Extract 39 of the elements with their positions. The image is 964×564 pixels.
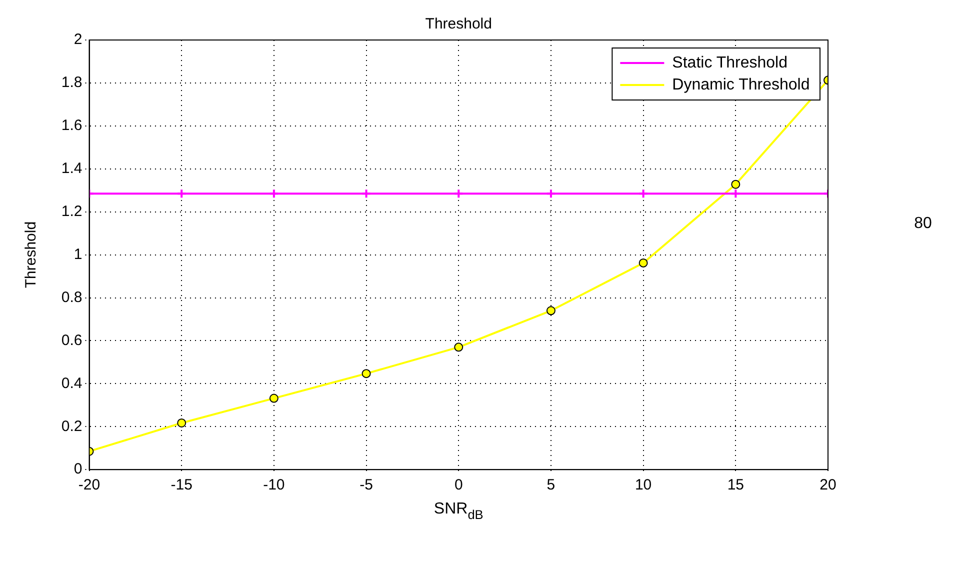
point [546,306,556,316]
y-tick-label: 2 [74,31,82,48]
y-tick-label: 0.8 [61,288,82,306]
point [177,418,186,428]
point [638,188,648,199]
chart-title: Threshold [425,16,492,33]
text: 80 [914,215,932,232]
point [546,188,556,199]
x-tick-label: -15 [170,476,192,494]
y-tick-label: 1 [74,246,82,263]
x-tick-label: 10 [634,476,652,494]
x-tick-label: 5 [546,476,556,494]
point [176,188,187,199]
y-tick-label: 0.2 [61,418,82,435]
legend-label: Static Threshold [672,54,788,72]
x-tick-label: -10 [263,476,285,494]
point [454,342,464,352]
point [269,394,278,403]
x-tick-label: 0 [454,476,463,494]
y-tick-label: 1.6 [61,117,82,134]
point [730,188,741,199]
y-tick-label: 1.8 [61,74,82,92]
y-tick-label: 0 [74,460,82,478]
y-tick-label: 0.4 [61,374,82,392]
y-tick-label: 0.6 [61,332,82,349]
point [268,188,279,199]
x-tick-label: -20 [78,476,100,494]
point [362,369,371,378]
x-tick-label: 15 [727,476,744,494]
y-axis-title: Threshold [22,221,40,288]
x-tick-label: -5 [360,476,373,494]
point [638,258,648,268]
legend-label: Dynamic Threshold [672,76,810,94]
y-tick-label: 1.2 [61,202,82,220]
point [731,180,740,189]
x-tick-label: 20 [820,476,836,494]
y-tick-label: 1.4 [61,160,82,178]
point [454,188,464,199]
point [361,188,372,199]
